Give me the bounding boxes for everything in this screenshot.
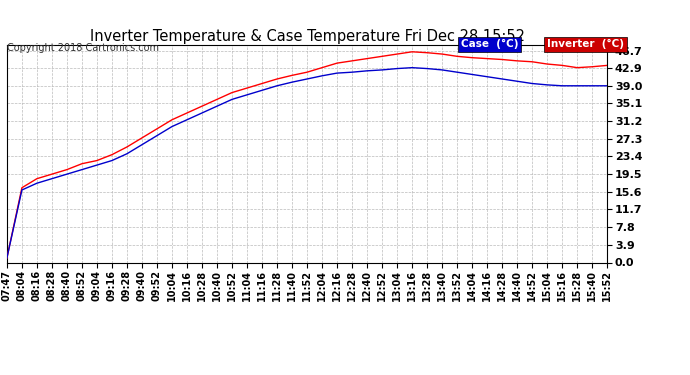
Text: Copyright 2018 Cartronics.com: Copyright 2018 Cartronics.com — [7, 43, 159, 53]
Text: Inverter  (°C): Inverter (°C) — [547, 39, 624, 50]
Title: Inverter Temperature & Case Temperature Fri Dec 28 15:52: Inverter Temperature & Case Temperature … — [90, 29, 524, 44]
Text: Case  (°C): Case (°C) — [461, 39, 518, 50]
